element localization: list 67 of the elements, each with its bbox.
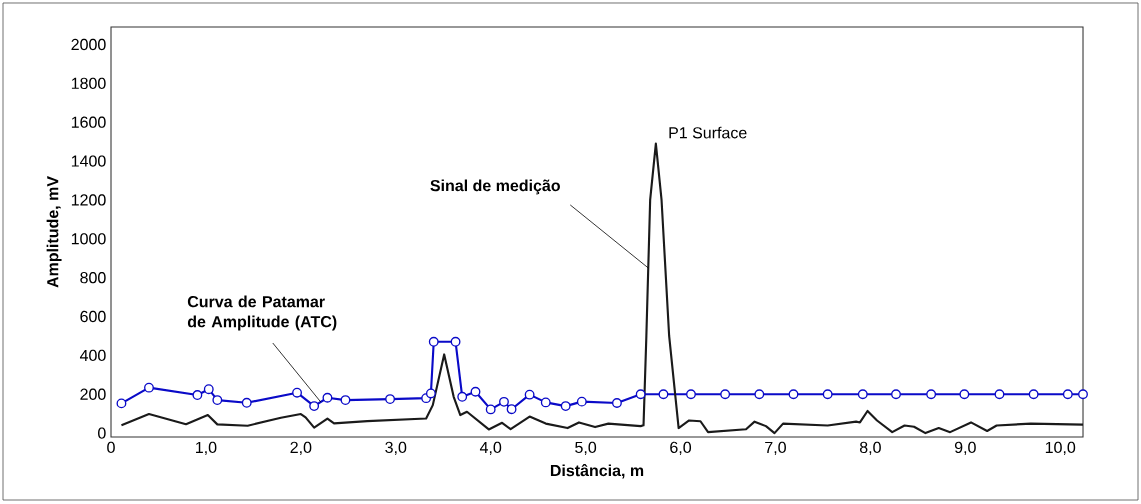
- x-tick-label: 3,0: [385, 441, 407, 455]
- point: [524, 389, 535, 400]
- x-tick-label: 6,0: [670, 441, 692, 455]
- x-tick-label: 5,0: [575, 441, 597, 455]
- y-tick-label: 800: [80, 272, 106, 284]
- y-tick-label: 1400: [71, 155, 106, 167]
- point: [457, 391, 468, 402]
- y-tick-label: 600: [80, 310, 106, 323]
- x-tick-label: 8,0: [859, 441, 881, 455]
- point: [686, 389, 696, 400]
- point: [788, 389, 799, 400]
- point: [720, 389, 731, 400]
- point: [470, 386, 481, 397]
- y-tick-label: 200: [80, 388, 106, 400]
- point: [292, 387, 302, 398]
- point: [959, 389, 970, 400]
- annotation: Sinal de medição: [430, 179, 560, 195]
- y-tick-label: 2000: [71, 38, 106, 51]
- point: [212, 395, 223, 406]
- point: [241, 397, 252, 408]
- y-tick-label: 1600: [71, 116, 106, 128]
- line-series: [120, 142, 1084, 435]
- y-tick-label: 1800: [71, 77, 106, 90]
- y-tick-label: 0: [98, 427, 106, 439]
- point: [425, 388, 436, 399]
- point: [1028, 389, 1039, 400]
- point: [506, 404, 517, 415]
- y-tick-label: 1200: [71, 194, 106, 206]
- point: [1078, 389, 1088, 400]
- x-tick-label: 9,0: [954, 441, 976, 455]
- point: [485, 404, 496, 415]
- point: [192, 390, 203, 400]
- x-tick-label: 2,0: [290, 441, 312, 455]
- x-tick-label: 7,0: [765, 441, 786, 455]
- point: [144, 382, 154, 393]
- x-tick-label: 10,0: [1045, 441, 1076, 455]
- point: [385, 394, 396, 405]
- point: [857, 389, 868, 400]
- point: [994, 389, 1005, 400]
- point: [612, 398, 622, 408]
- point: [822, 389, 833, 400]
- x-tick-label: 0: [107, 441, 115, 454]
- point: [540, 397, 551, 408]
- point: [576, 396, 587, 407]
- point: [340, 395, 351, 406]
- annotation: Curva de Patamar de Amplitude (ATC): [187, 295, 337, 331]
- point: [926, 389, 937, 400]
- y-tick-label: 400: [79, 349, 106, 362]
- x-tick-label: 1,0: [196, 441, 217, 455]
- point: [560, 401, 571, 412]
- annotation: P1 Surface: [669, 126, 747, 139]
- x-tick-label: 4,0: [479, 441, 502, 455]
- point: [499, 396, 509, 407]
- point: [891, 389, 901, 400]
- point: [754, 389, 765, 400]
- y-tick-label: 1000: [71, 233, 106, 245]
- x-axis-title: Distância, m: [550, 464, 644, 479]
- point: [658, 389, 669, 400]
- point: [116, 398, 127, 409]
- point: [203, 384, 214, 395]
- point: [428, 336, 439, 347]
- point: [450, 336, 461, 347]
- point: [309, 401, 320, 412]
- point: [322, 392, 333, 403]
- point: [635, 389, 646, 400]
- y-axis-title: Amplitude, mV: [46, 176, 62, 288]
- point: [1062, 389, 1073, 400]
